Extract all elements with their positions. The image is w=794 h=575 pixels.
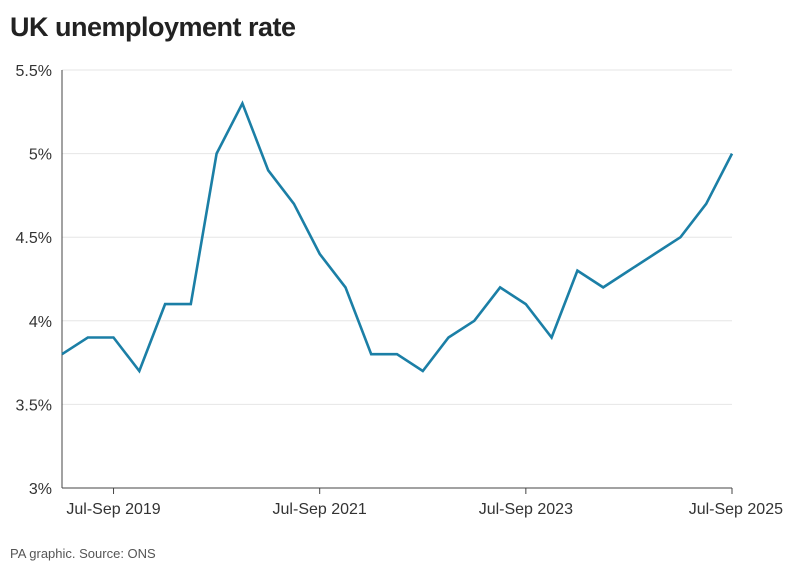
y-tick-labels: 3% 3.5% 4% 4.5% 5% 5.5% — [16, 63, 52, 498]
y-tick-label: 5.5% — [16, 63, 52, 80]
x-tick-labels: Jul-Sep 2019 Jul-Sep 2021 Jul-Sep 2023 Jul-… — [66, 501, 783, 518]
x-tick-label: Jul-Sep 2019 — [66, 501, 160, 518]
y-tick-label: 3.5% — [16, 397, 52, 414]
x-tick-label: Jul-Sep 2023 — [479, 501, 573, 518]
y-tick-label: 5% — [29, 147, 52, 164]
y-tick-label: 4% — [29, 314, 52, 331]
y-tick-label: 3% — [29, 481, 52, 498]
chart-title: UK unemployment rate — [10, 12, 296, 42]
x-tick-label: Jul-Sep 2021 — [273, 501, 367, 518]
y-tick-label: 4.5% — [16, 230, 52, 247]
gridlines — [62, 69, 732, 405]
series-layer — [61, 100, 734, 374]
x-tick-label: Jul-Sep 2025 — [689, 501, 783, 518]
source-note: PA graphic. Source: ONS — [10, 546, 156, 561]
series-line — [61, 100, 734, 374]
axes — [61, 70, 733, 494]
